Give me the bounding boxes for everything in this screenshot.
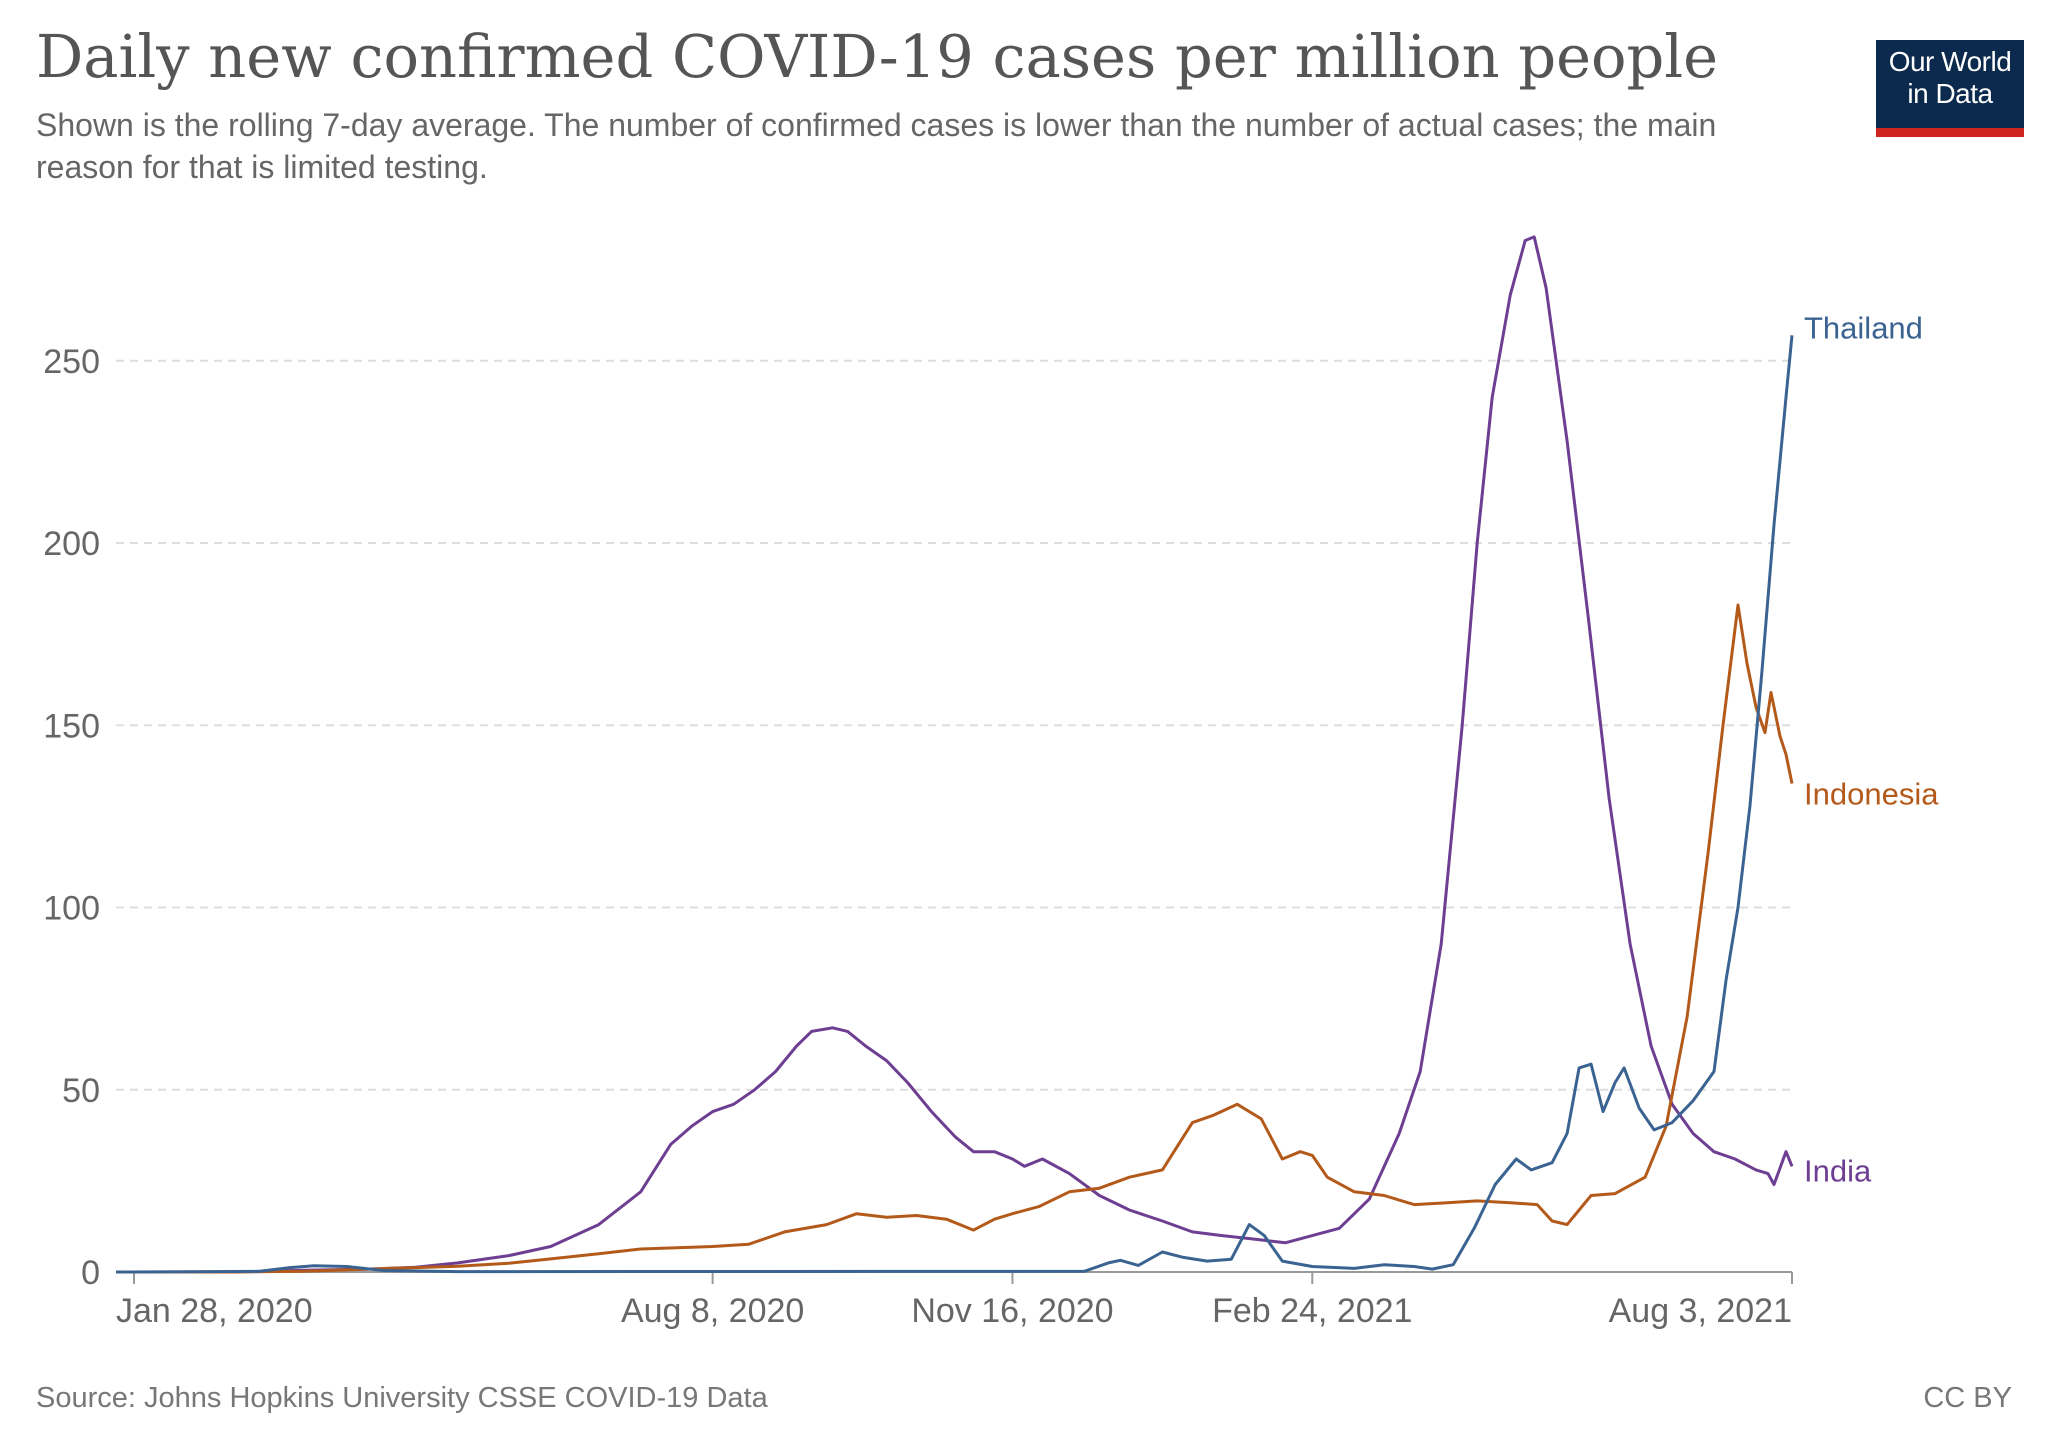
y-tick-label: 0 (81, 1254, 100, 1292)
series-lines (115, 235, 1794, 1274)
series-line-indonesia[interactable] (116, 603, 1794, 1274)
series-line-india[interactable] (116, 235, 1794, 1274)
series-label-indonesia[interactable]: Indonesia (1804, 777, 1939, 812)
series-label-india[interactable]: India (1804, 1153, 1872, 1188)
chart-title: Daily new confirmed COVID-19 cases per m… (36, 22, 1719, 91)
y-tick-label: 100 (43, 890, 100, 928)
y-tick-label: 150 (43, 707, 100, 745)
y-tick-label: 250 (43, 343, 100, 381)
owid-logo[interactable]: Our World in Data (1876, 40, 2024, 137)
x-tick-label: Nov 16, 2020 (911, 1292, 1113, 1330)
source-note[interactable]: Source: Johns Hopkins University CSSE CO… (36, 1382, 768, 1414)
series-label-thailand[interactable]: Thailand (1804, 310, 1923, 345)
series-line-thailand[interactable] (115, 335, 1794, 1274)
x-tick-label: Jan 28, 2020 (116, 1292, 313, 1330)
y-tick-label: 200 (43, 525, 100, 563)
chart-subtitle: Shown is the rolling 7-day average. The … (36, 107, 1717, 185)
y-tick-label: 50 (62, 1072, 100, 1110)
logo-line-1: Our World (1888, 46, 2012, 77)
x-axis: Jan 28, 2020 Aug 8, 2020 Nov 16, 2020 Feb 2… (116, 1271, 1793, 1330)
x-tick-label: Feb 24, 2021 (1212, 1292, 1412, 1330)
x-tick-label: Aug 3, 2021 (1609, 1292, 1792, 1330)
logo-line-2: in Data (1907, 78, 1993, 109)
grid-lines: 0 50 100 150 200 250 (43, 343, 1792, 1292)
license-note[interactable]: CC BY (1923, 1382, 2012, 1414)
series-labels: India Indonesia Thailand (1804, 310, 1939, 1188)
x-tick-label: Aug 8, 2020 (621, 1292, 804, 1330)
